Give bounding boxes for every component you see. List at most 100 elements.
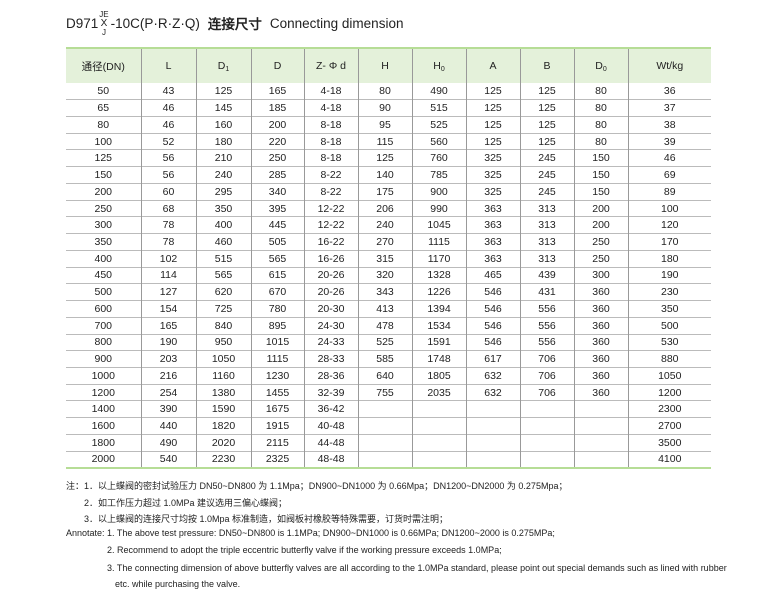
table-cell: 363 xyxy=(465,199,520,217)
table-cell: 325 xyxy=(465,182,520,201)
table-cell: 400 xyxy=(66,249,141,268)
table-cell: 500 xyxy=(66,283,141,301)
table-cell: 190 xyxy=(140,333,196,351)
table-cell: 4-18 xyxy=(303,99,358,117)
dimension-table: 通径(DN) L D1 D Z- Φ d H H0 A B D0 Wt/kg 50 43 125 165 4… xyxy=(66,47,711,469)
table-cell: 38 xyxy=(627,115,711,134)
table-cell: 900 xyxy=(411,182,466,201)
table-cell: 154 xyxy=(140,300,196,318)
table-cell: 525 xyxy=(411,115,466,134)
table-row: 1400 390 1590 1675 36-42 2300 xyxy=(66,400,711,418)
table-cell: 395 xyxy=(250,199,304,217)
table-cell: 1230 xyxy=(250,366,304,385)
table-cell: 363 xyxy=(465,216,520,234)
model-variant-top: JE xyxy=(99,9,109,19)
table-cell: 350 xyxy=(195,199,251,217)
table-cell: 165 xyxy=(250,83,304,100)
model-suffix: -10C(P·R·Z·Q) xyxy=(110,15,200,31)
table-cell: 1200 xyxy=(627,383,711,401)
title-cn: 连接尺寸 xyxy=(207,17,262,32)
table-cell: 240 xyxy=(357,216,412,234)
table-cell: 190 xyxy=(627,266,711,284)
table-row: 900 203 1050 1115 28-33 585 1748 617 706 360 880 xyxy=(66,350,711,368)
table-cell: 2700 xyxy=(627,417,711,435)
table-cell: 150 xyxy=(573,182,628,201)
table-row: 400 102 515 565 16-26 315 1170 363 313 250 180 xyxy=(66,249,711,268)
table-cell: 115 xyxy=(357,132,412,150)
table-cell xyxy=(411,400,466,418)
table-cell: 556 xyxy=(519,316,574,335)
table-row: 1600 440 1820 1915 40-48 2700 xyxy=(66,417,711,435)
table-cell: 600 xyxy=(66,300,141,318)
table-row: 100 52 180 220 8-18 115 560 125 125 80 39 xyxy=(66,132,711,150)
table-cell: 250 xyxy=(573,233,628,251)
table-row: 200 60 295 340 8-22 175 900 325 245 150 89 xyxy=(66,182,711,201)
table-cell: 320 xyxy=(357,266,412,284)
table-cell: 800 xyxy=(66,333,141,351)
table-cell: 1170 xyxy=(411,249,466,268)
table-cell: 706 xyxy=(519,383,574,401)
table-cell: 150 xyxy=(66,166,141,184)
table-cell: 620 xyxy=(195,283,251,301)
table-cell: 285 xyxy=(250,166,304,184)
table-cell xyxy=(573,433,628,452)
table-cell: 617 xyxy=(465,350,520,368)
table-cell: 900 xyxy=(66,350,141,368)
table-cell: 640 xyxy=(357,366,412,385)
column-header-subscript: 0 xyxy=(602,65,607,73)
table-cell: 500 xyxy=(627,316,711,335)
table-cell: 390 xyxy=(140,400,196,418)
table-cell: 2020 xyxy=(195,433,251,452)
table-cell: 80 xyxy=(573,132,628,150)
table-cell xyxy=(465,417,520,435)
model-variant-bottom: J xyxy=(101,27,106,37)
table-cell: 48-48 xyxy=(303,450,358,468)
column-header-label: Z- Φ d xyxy=(316,60,346,72)
table-cell: 39 xyxy=(627,132,711,150)
table-cell: 360 xyxy=(573,316,628,335)
column-header-subscript: 1 xyxy=(225,65,230,73)
table-cell: 220 xyxy=(250,132,304,150)
table-cell: 1534 xyxy=(411,316,466,335)
table-cell: 20-26 xyxy=(303,266,358,284)
table-cell xyxy=(573,417,628,435)
table-cell: 125 xyxy=(519,99,574,117)
table-cell: 90 xyxy=(357,99,412,117)
table-cell: 1591 xyxy=(411,333,466,351)
table-cell: 725 xyxy=(195,300,251,318)
column-header: L xyxy=(140,48,196,83)
table-cell: 439 xyxy=(519,266,574,284)
table-cell: 670 xyxy=(250,283,304,301)
table-cell: 3500 xyxy=(627,433,711,452)
column-header-label: A xyxy=(489,60,497,72)
table-cell: 400 xyxy=(195,216,251,234)
table-cell: 100 xyxy=(627,199,711,217)
table-cell: 65 xyxy=(66,99,141,117)
table-cell: 515 xyxy=(195,249,251,268)
table-cell: 36 xyxy=(627,83,711,100)
table-cell: 250 xyxy=(573,249,628,268)
table-cell: 32-39 xyxy=(303,383,358,401)
table-cell xyxy=(519,433,574,452)
table-row: 1200 254 1380 1455 32-39 755 2035 632 706 360 1200 xyxy=(66,383,711,401)
table-cell: 40-48 xyxy=(303,417,358,435)
table-cell: 89 xyxy=(627,182,711,201)
table-cell: 12-22 xyxy=(303,199,358,217)
table-cell: 565 xyxy=(195,266,251,284)
table-cell: 24-33 xyxy=(303,333,358,351)
column-header-label: H xyxy=(433,59,441,72)
table-cell: 200 xyxy=(66,182,141,201)
table-cell: 20-26 xyxy=(303,283,358,301)
table-cell: 8-18 xyxy=(303,132,358,150)
table-row: 65 46 145 185 4-18 90 515 125 125 80 37 xyxy=(66,99,711,117)
table-cell: 546 xyxy=(465,333,520,351)
column-header-label: D xyxy=(273,60,282,72)
table-cell: 78 xyxy=(140,216,196,234)
table-cell: 295 xyxy=(195,182,251,201)
table-cell: 80 xyxy=(66,115,141,134)
table-cell: 140 xyxy=(357,166,412,184)
column-header: Z- Φ d xyxy=(303,48,358,83)
table-cell: 360 xyxy=(573,283,628,301)
table-cell: 150 xyxy=(573,166,628,184)
table-cell xyxy=(519,417,574,435)
